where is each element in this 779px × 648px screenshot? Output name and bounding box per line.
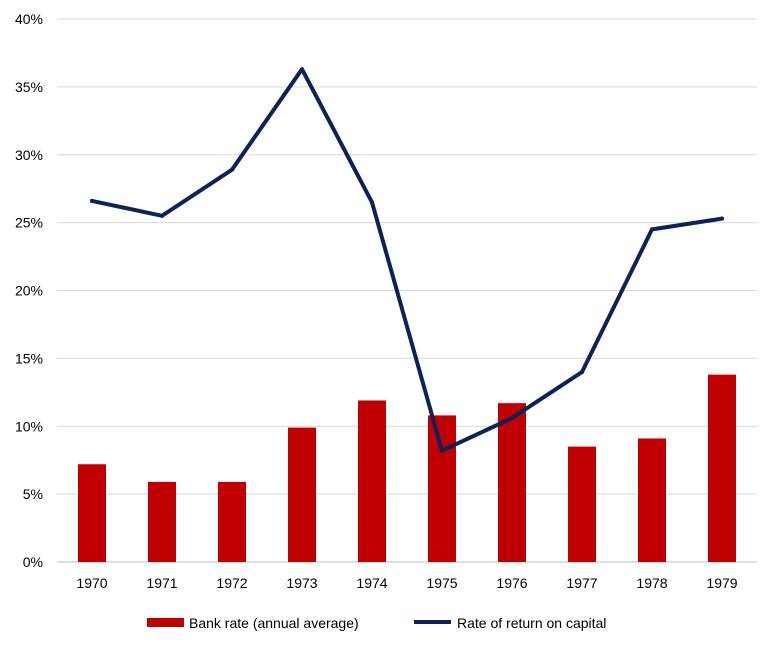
x-tick-label: 1978 xyxy=(636,575,667,591)
x-axis: 1970 1971 1972 1973 1974 1975 1976 1977 1978 1979 xyxy=(76,575,737,591)
bar xyxy=(428,415,456,562)
y-tick-label: 10% xyxy=(15,418,43,434)
y-tick-label: 30% xyxy=(15,147,43,163)
line-point xyxy=(440,448,444,453)
line-point xyxy=(650,227,654,232)
x-tick-label: 1974 xyxy=(356,575,387,591)
line-point xyxy=(90,198,94,203)
bar xyxy=(358,400,386,562)
line-point xyxy=(300,67,304,72)
legend: Bank rate (annual average) Rate of retur… xyxy=(147,615,606,631)
y-tick-label: 35% xyxy=(15,79,43,95)
bar xyxy=(708,374,736,562)
y-tick-label: 40% xyxy=(15,11,43,27)
x-tick-label: 1976 xyxy=(496,575,527,591)
x-tick-label: 1970 xyxy=(76,575,107,591)
bar xyxy=(498,403,526,562)
bar xyxy=(218,481,246,562)
y-tick-label: 5% xyxy=(23,486,43,502)
y-tick-label: 15% xyxy=(15,350,43,366)
legend-label-return-on-capital: Rate of return on capital xyxy=(457,615,606,631)
legend-label-bank-rate: Bank rate (annual average) xyxy=(189,615,359,631)
y-axis: 0% 5% 10% 15% 20% 25% 30% 35% 40% xyxy=(15,11,43,570)
bar-series xyxy=(78,374,736,562)
x-tick-label: 1975 xyxy=(426,575,457,591)
x-tick-label: 1977 xyxy=(566,575,597,591)
x-tick-label: 1971 xyxy=(146,575,177,591)
x-tick-label: 1972 xyxy=(216,575,247,591)
line-series xyxy=(90,67,724,453)
y-tick-label: 0% xyxy=(23,554,43,570)
x-tick-label: 1979 xyxy=(706,575,737,591)
bar xyxy=(78,464,106,562)
bar xyxy=(568,446,596,562)
y-tick-label: 25% xyxy=(15,215,43,231)
line-point xyxy=(370,200,374,205)
bar xyxy=(148,481,176,562)
line-point xyxy=(720,216,724,221)
line-point xyxy=(580,369,584,374)
legend-swatch-bank-rate xyxy=(147,618,184,627)
x-tick-label: 1973 xyxy=(286,575,317,591)
line-path xyxy=(90,67,724,453)
line-point xyxy=(510,416,514,421)
line-point xyxy=(230,167,234,172)
line-point xyxy=(160,213,164,218)
y-tick-label: 20% xyxy=(15,283,43,299)
bar xyxy=(638,438,666,562)
bar xyxy=(288,427,316,562)
